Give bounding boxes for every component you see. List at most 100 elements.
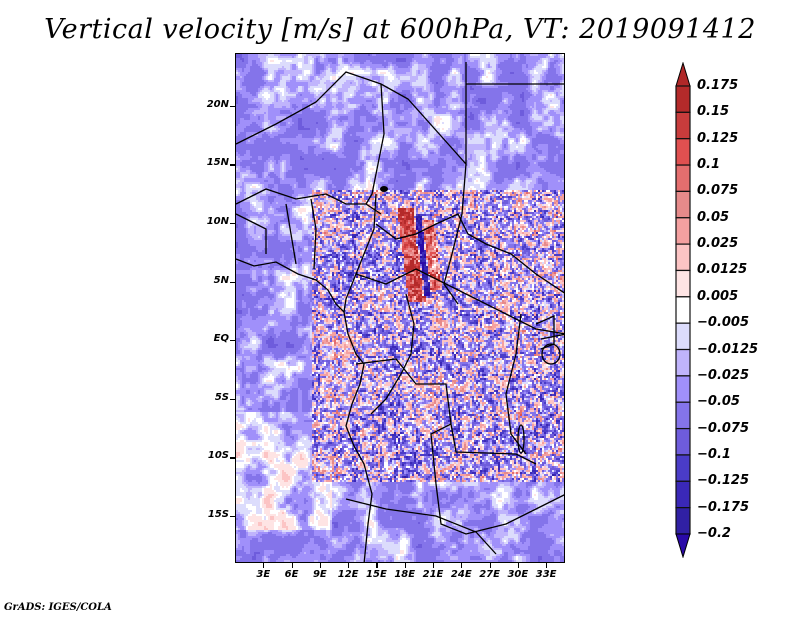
colorbar-label: 0.075 — [697, 183, 739, 199]
lat-tick-label: 10S — [207, 450, 229, 462]
border-west-2 — [285, 203, 297, 265]
colorbar-bin — [675, 427, 691, 456]
lat-tick — [230, 164, 235, 166]
colorbar — [675, 62, 691, 558]
lon-tick-label: 15E — [366, 569, 387, 580]
lon-tick — [433, 563, 435, 568]
lon-tick-label: 3E — [256, 569, 271, 580]
border-car — [375, 213, 564, 294]
colorbar-bin — [675, 322, 691, 351]
colorbar-label: −0.005 — [697, 315, 750, 331]
lon-tick — [546, 563, 548, 568]
colorbar-bin — [675, 190, 691, 219]
vertical-velocity-field — [236, 54, 564, 562]
lat-tick — [230, 516, 235, 518]
border-drc-angola — [355, 358, 537, 465]
map-title: Vertical velocity [m/s] at 600hPa, VT: 2… — [44, 14, 756, 45]
lon-tick — [376, 563, 378, 568]
lon-tick — [404, 563, 406, 568]
colorbar-label: −0.025 — [697, 367, 750, 383]
border-south — [345, 498, 497, 555]
colorbar-bin — [675, 348, 691, 377]
border-east-drc — [505, 313, 527, 455]
colorbar-label: 0.125 — [697, 130, 739, 146]
lon-tick-label: 18E — [394, 569, 416, 580]
border-niger-chad — [365, 83, 385, 205]
lon-tick — [291, 563, 293, 568]
colorbar-bin — [675, 296, 691, 324]
border-west-1 — [236, 213, 267, 254]
border-chad-sudan — [443, 163, 467, 305]
colorbar-bin — [675, 454, 691, 482]
lake-chad — [380, 186, 388, 192]
lake-tanganyika — [517, 424, 525, 454]
colorbar-bin — [675, 375, 691, 403]
lon-tick-label: 33E — [535, 569, 557, 580]
border-sahel — [236, 188, 382, 215]
colorbar-label: 0.0125 — [697, 262, 748, 278]
colorbar-label: 0.005 — [697, 288, 739, 304]
country-borders — [236, 62, 564, 562]
grads-credit: GrADS: IGES/COLA — [4, 602, 112, 613]
lat-tick — [230, 281, 235, 283]
border-car-drc — [355, 268, 564, 335]
lon-tick — [489, 563, 491, 568]
border-algeria-niger — [236, 62, 467, 166]
colorbar-bin — [675, 85, 691, 113]
colorbar-label: −0.125 — [697, 473, 750, 489]
colorbar-bin — [675, 480, 691, 509]
colorbar-bin — [675, 111, 691, 140]
lon-tick — [517, 563, 520, 568]
colorbar-bin — [675, 217, 691, 245]
colorbar-top-arrow — [675, 62, 691, 87]
coastline-west-africa — [236, 258, 373, 562]
lon-tick-label: 27E — [479, 569, 500, 580]
colorbar-bin — [675, 164, 691, 193]
colorbar-label: −0.05 — [697, 394, 740, 410]
lon-tick — [348, 563, 350, 568]
lat-tick-label: 5N — [213, 274, 229, 286]
lat-tick — [230, 340, 235, 342]
lon-tick-label: 9E — [312, 569, 327, 580]
lon-tick-label: 24E — [450, 569, 472, 580]
colorbar-bin — [675, 138, 691, 166]
lon-tick-label: 30E — [507, 569, 529, 580]
colorbar-bottom-arrow — [675, 533, 691, 558]
border-rwanda — [535, 314, 564, 350]
lon-tick — [461, 563, 463, 568]
border-nigeria-cameroon — [343, 193, 377, 313]
lat-tick-label: 15N — [206, 157, 229, 169]
lat-tick-label: EQ — [213, 333, 229, 345]
colorbar-label: 0.15 — [697, 104, 730, 120]
colorbar-label: 0.05 — [697, 209, 730, 225]
colorbar-bin — [675, 269, 691, 298]
lat-tick — [230, 398, 235, 401]
lake-victoria — [541, 343, 561, 365]
colorbar-label: 0.175 — [697, 78, 739, 93]
colorbar-label: 0.025 — [697, 236, 739, 252]
colorbar-label: 0.1 — [697, 157, 721, 173]
lon-tick-label: 12E — [337, 569, 359, 580]
colorbar-label: −0.0125 — [697, 341, 759, 357]
lat-tick — [230, 457, 235, 459]
lat-tick-label: 15S — [207, 509, 229, 521]
colorbar-bin — [675, 507, 691, 535]
border-angola-zambia — [430, 423, 564, 535]
border-congo-drc — [370, 293, 415, 415]
colorbar-label: −0.1 — [697, 446, 731, 462]
colorbar-label: −0.075 — [697, 420, 750, 436]
lon-tick — [263, 563, 265, 568]
lat-tick — [230, 105, 235, 107]
lat-tick-label: 10N — [206, 216, 229, 227]
border-west-3 — [310, 198, 317, 270]
lon-tick-label: 21E — [422, 569, 444, 580]
lat-tick-label: 5S — [214, 391, 229, 403]
colorbar-bin — [675, 401, 691, 430]
colorbar-label: −0.2 — [697, 526, 731, 541]
lon-tick — [319, 563, 322, 568]
lat-tick — [230, 223, 235, 225]
colorbar-label: −0.175 — [697, 499, 750, 515]
map-panel — [235, 53, 565, 563]
colorbar-bin — [675, 243, 691, 272]
lat-tick-label: 20N — [206, 98, 229, 110]
